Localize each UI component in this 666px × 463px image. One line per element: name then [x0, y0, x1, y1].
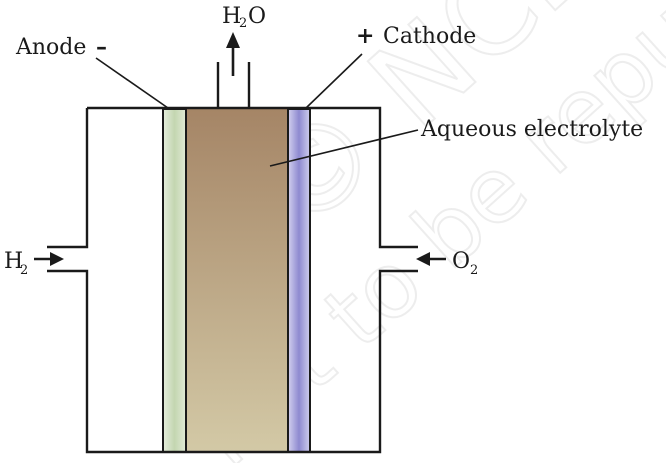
cathode-sign: +	[356, 23, 374, 49]
cathode-leader-line	[305, 53, 363, 109]
h2-inlet-arrow	[34, 252, 64, 266]
electrolyte-label: Aqueous electrolyte	[420, 117, 643, 142]
anode-label: Anode	[15, 35, 86, 60]
anode-electrode	[162, 108, 187, 453]
o2-label: O 2	[452, 249, 478, 278]
h2o-label-h: H	[222, 4, 241, 29]
o2-label-subscript: 2	[470, 263, 478, 278]
water-outlet-pipe	[216, 62, 251, 108]
anode-leader-line	[95, 57, 169, 109]
aqueous-electrolyte-region	[186, 109, 288, 452]
cell-housing-outline	[47, 106, 418, 454]
o2-inlet-arrow	[416, 252, 446, 266]
electrolyte-leader-line	[269, 129, 419, 167]
h2o-label-o: O	[248, 4, 266, 29]
h2-label-h: H	[4, 249, 23, 274]
h2o-label-subscript: 2	[239, 16, 247, 31]
o2-label-o: O	[452, 249, 470, 274]
h2o-outlet-arrow	[226, 32, 240, 76]
h2-label: H 2	[4, 249, 28, 278]
h2o-label: H 2 O	[222, 4, 266, 31]
h2-label-subscript: 2	[20, 263, 28, 278]
anode-sign: –	[96, 34, 107, 60]
cathode-label: Cathode	[383, 24, 476, 49]
